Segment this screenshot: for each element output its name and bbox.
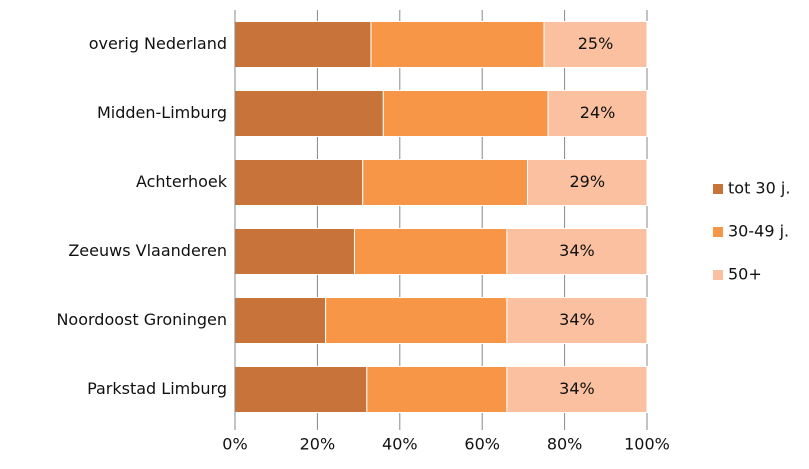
bar-segment bbox=[547, 90, 648, 137]
bar-segment bbox=[527, 159, 648, 206]
x-tick-label: 100% bbox=[624, 435, 670, 454]
bar-segment bbox=[353, 228, 508, 275]
bar-segment bbox=[234, 90, 384, 137]
bar-segment bbox=[234, 159, 364, 206]
data-label: 25% bbox=[578, 34, 614, 53]
x-tick-label: 0% bbox=[222, 435, 247, 454]
bar-segment bbox=[370, 21, 545, 68]
bar-segment bbox=[382, 90, 549, 137]
x-tick-label: 40% bbox=[382, 435, 418, 454]
bar-segment bbox=[234, 297, 327, 344]
legend-label: 50+ bbox=[728, 265, 762, 284]
y-tick-label: Achterhoek bbox=[136, 172, 228, 191]
x-tick-label: 80% bbox=[547, 435, 583, 454]
y-tick-label: Zeeuws Vlaanderen bbox=[68, 241, 227, 260]
y-tick-label: overig Nederland bbox=[89, 34, 227, 53]
bar-segment bbox=[543, 21, 648, 68]
y-tick-label: Midden-Limburg bbox=[97, 103, 227, 122]
y-tick-label: Noordoost Groningen bbox=[56, 310, 227, 329]
bar-segment bbox=[234, 21, 372, 68]
bar-segment bbox=[362, 159, 529, 206]
legend-swatch bbox=[713, 270, 723, 280]
x-tick-label: 20% bbox=[300, 435, 336, 454]
data-label: 29% bbox=[569, 172, 605, 191]
bar-segment bbox=[506, 366, 648, 413]
data-label: 34% bbox=[559, 310, 595, 329]
legend-label: 30-49 j. bbox=[728, 222, 789, 241]
data-label: 34% bbox=[559, 379, 595, 398]
legend-swatch bbox=[713, 184, 723, 194]
bar-segment bbox=[506, 297, 648, 344]
data-label: 24% bbox=[580, 103, 616, 122]
data-label: 34% bbox=[559, 241, 595, 260]
bar-segment bbox=[234, 228, 355, 275]
legend-label: tot 30 j. bbox=[728, 179, 790, 198]
legend-swatch bbox=[713, 227, 723, 237]
bar-segment bbox=[234, 366, 368, 413]
bar-segment bbox=[325, 297, 508, 344]
y-tick-label: Parkstad Limburg bbox=[87, 379, 227, 398]
bar-segment bbox=[506, 228, 648, 275]
bar-segment bbox=[366, 366, 508, 413]
x-tick-label: 60% bbox=[464, 435, 500, 454]
